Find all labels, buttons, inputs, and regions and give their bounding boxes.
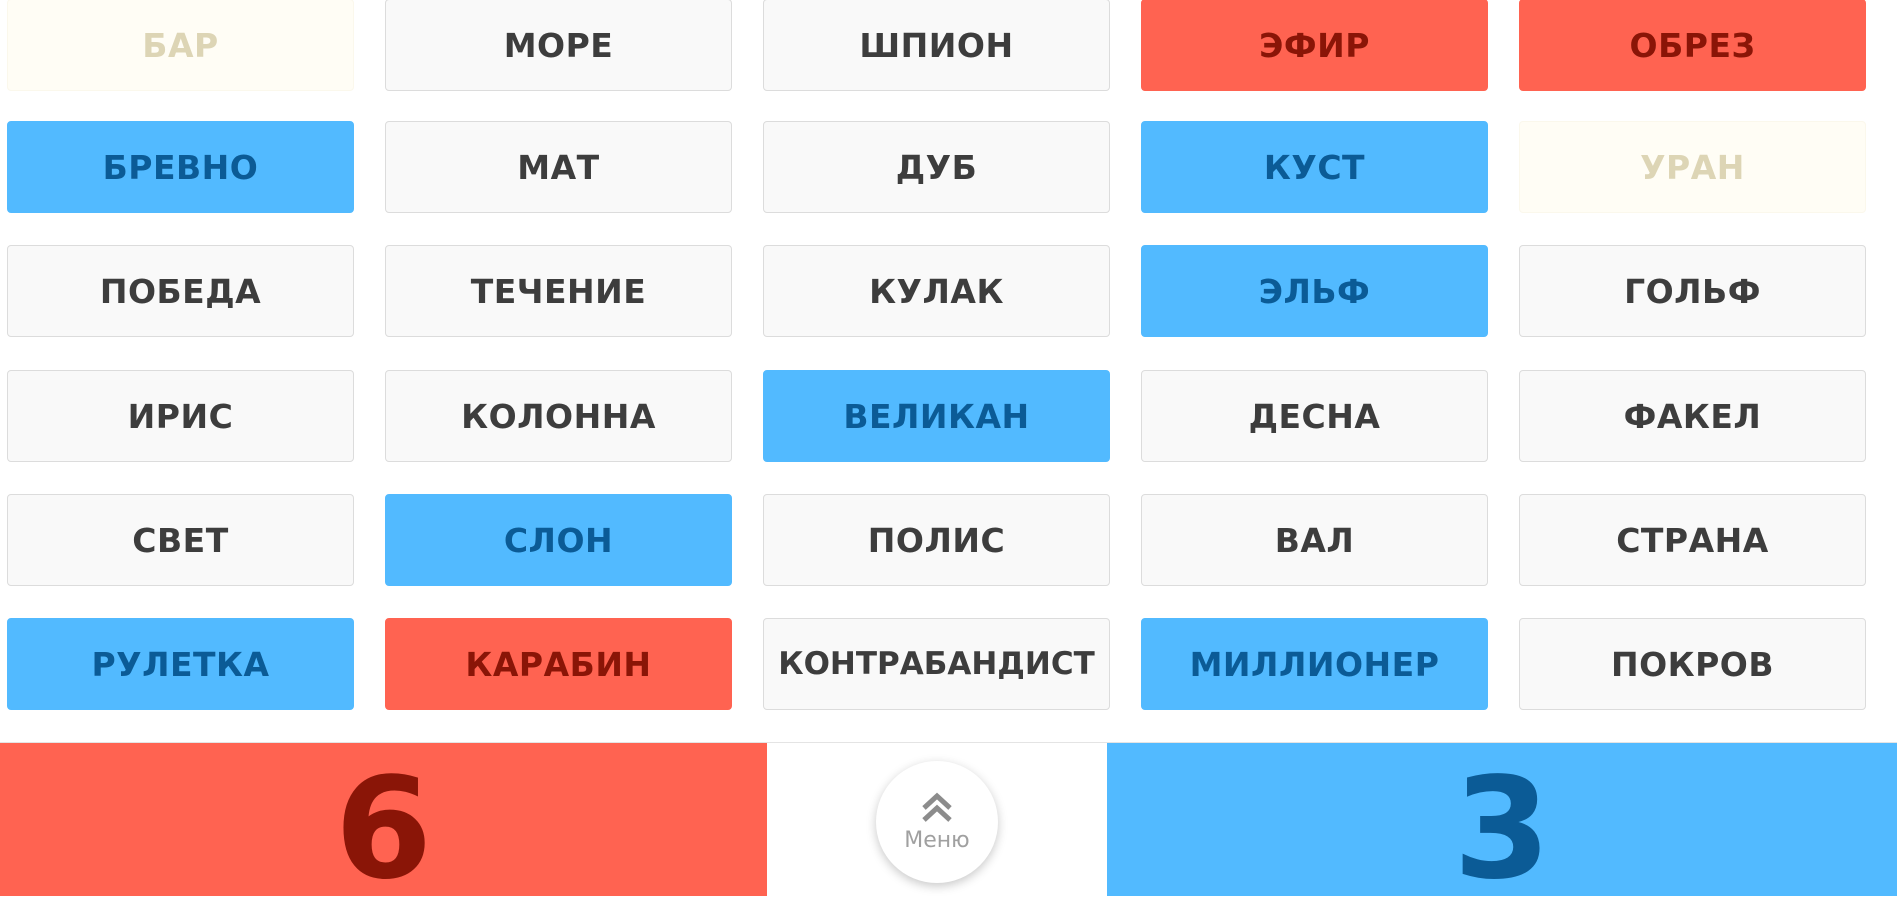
word-card-label: ПОЛИС — [867, 520, 1006, 560]
word-card-label: ФАКЕЛ — [1623, 396, 1762, 436]
word-card[interactable]: КУЛАК — [763, 245, 1110, 337]
word-card[interactable]: КУСТ — [1141, 121, 1488, 213]
word-card-label: ДУБ — [895, 147, 978, 187]
word-card-label: ЭЛЬФ — [1258, 271, 1371, 311]
word-card-label: ДЕСНА — [1248, 396, 1381, 436]
word-card[interactable]: МИЛЛИОНЕР — [1141, 618, 1488, 710]
word-card[interactable]: ПОКРОВ — [1519, 618, 1866, 710]
word-card-label: ВАЛ — [1274, 520, 1355, 560]
word-card[interactable]: СВЕТ — [7, 494, 354, 586]
word-card-label: КОНТРАБАНДИСТ — [778, 646, 1095, 682]
word-card-label: ИРИС — [127, 396, 234, 436]
word-card[interactable]: БАР — [7, 0, 354, 91]
word-card[interactable]: РУЛЕТКА — [7, 618, 354, 710]
word-card[interactable]: ФАКЕЛ — [1519, 370, 1866, 462]
word-card[interactable]: ЭЛЬФ — [1141, 245, 1488, 337]
word-card[interactable]: ОБРЕЗ — [1519, 0, 1866, 91]
red-score-value: 6 — [334, 747, 433, 911]
word-card[interactable]: МОРЕ — [385, 0, 732, 91]
blue-team-score: 3 — [1107, 743, 1897, 899]
word-card-label: ГОЛЬФ — [1624, 271, 1761, 311]
word-card-label: СЛОН — [503, 520, 614, 560]
word-card[interactable]: СЛОН — [385, 494, 732, 586]
word-card[interactable]: КОНТРАБАНДИСТ — [763, 618, 1110, 710]
word-card[interactable]: ПОБЕДА — [7, 245, 354, 337]
word-card[interactable]: ДУБ — [763, 121, 1110, 213]
word-card-label: СТРАНА — [1616, 520, 1769, 560]
word-card-label: РУЛЕТКА — [91, 644, 270, 684]
menu-label: Меню — [904, 827, 970, 853]
word-card-label: ЭФИР — [1259, 25, 1370, 65]
word-card-label: СВЕТ — [132, 520, 229, 560]
word-card-label: МАТ — [517, 147, 600, 187]
word-card-label: КУСТ — [1263, 147, 1366, 187]
word-card-label: БРЕВНО — [102, 147, 259, 187]
word-card[interactable]: ВАЛ — [1141, 494, 1488, 586]
word-card-label: ПОБЕДА — [99, 271, 262, 311]
word-card[interactable]: УРАН — [1519, 121, 1866, 213]
word-card[interactable]: ШПИОН — [763, 0, 1110, 91]
word-card[interactable]: ДЕСНА — [1141, 370, 1488, 462]
word-card-label: БАР — [142, 25, 219, 65]
word-card[interactable]: МАТ — [385, 121, 732, 213]
word-card[interactable]: КАРАБИН — [385, 618, 732, 710]
word-card[interactable]: БРЕВНО — [7, 121, 354, 213]
word-card[interactable]: ЭФИР — [1141, 0, 1488, 91]
word-card[interactable]: ГОЛЬФ — [1519, 245, 1866, 337]
score-bar: 6 Меню 3 — [0, 742, 1897, 899]
word-card-label: КУЛАК — [869, 271, 1004, 311]
word-card[interactable]: СТРАНА — [1519, 494, 1866, 586]
menu-button[interactable]: Меню — [876, 761, 998, 883]
word-card[interactable]: ИРИС — [7, 370, 354, 462]
word-card-label: КОЛОННА — [461, 396, 656, 436]
word-card-label: УРАН — [1640, 147, 1745, 187]
word-card[interactable]: ПОЛИС — [763, 494, 1110, 586]
word-card-label: КАРАБИН — [465, 644, 652, 684]
word-card[interactable]: КОЛОННА — [385, 370, 732, 462]
word-card-label: ОБРЕЗ — [1629, 25, 1756, 65]
double-chevron-up-icon — [922, 792, 952, 822]
word-grid: БАР МОРЕ ШПИОН ЭФИР ОБРЕЗ БРЕВНО МАТ ДУБ КУСТ УРА… — [7, 0, 1866, 710]
word-card-label: ТЕЧЕНИЕ — [470, 271, 647, 311]
red-team-score: 6 — [0, 743, 767, 899]
blue-score-value: 3 — [1453, 747, 1551, 911]
word-card-label: МОРЕ — [503, 25, 614, 65]
word-card-label: ПОКРОВ — [1610, 644, 1775, 684]
word-card[interactable]: ТЕЧЕНИЕ — [385, 245, 732, 337]
word-card-label: ВЕЛИКАН — [843, 396, 1030, 436]
word-card-label: ШПИОН — [859, 25, 1014, 65]
word-card[interactable]: ВЕЛИКАН — [763, 370, 1110, 462]
word-card-label: МИЛЛИОНЕР — [1189, 644, 1440, 684]
